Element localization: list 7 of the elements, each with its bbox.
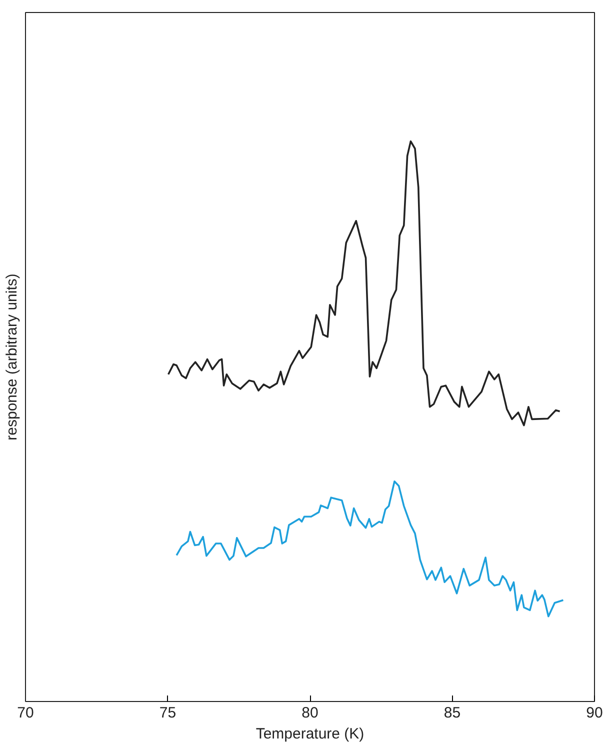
x-axis-title: Temperature (K) [256, 726, 364, 742]
x-tick-label: 90 [586, 704, 603, 722]
x-tick-label: 75 [159, 704, 176, 722]
x-tick-label: 85 [444, 704, 461, 722]
x-tick-label: 70 [17, 704, 34, 722]
y-axis-title: response (arbitrary units) [4, 274, 20, 440]
x-tick-label: 80 [302, 704, 318, 722]
